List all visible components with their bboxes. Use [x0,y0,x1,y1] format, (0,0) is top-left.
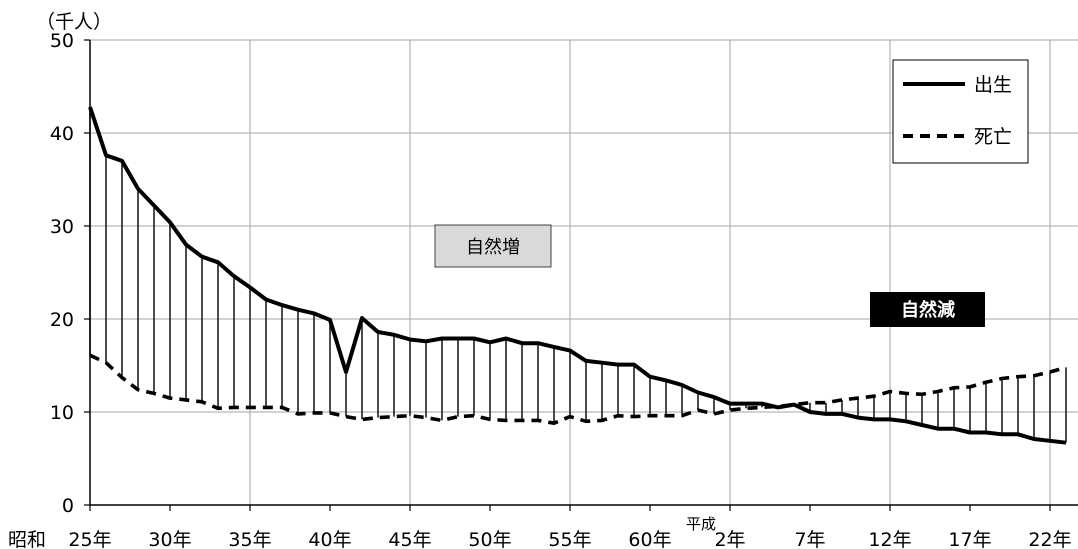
x-era-label: 昭和 [8,529,46,549]
y-tick-label: 20 [50,309,74,331]
high-low-lines [89,106,1067,443]
y-tick-label: 50 [50,30,74,52]
y-axis-unit-label: （千人） [36,11,112,33]
axes [84,39,1078,511]
series-line-deaths [89,353,1067,425]
x-tick-label: 30年 [148,529,191,549]
annotation-natural-increase-text: 自然増 [466,237,520,258]
x-tick-label: 40年 [308,529,351,549]
series-line-births [88,106,1067,445]
legend: 出生 死亡 [892,59,1029,164]
legend-label-deaths: 死亡 [974,126,1012,148]
x-tick-label: 45年 [388,529,431,549]
x-tick-label: 2年 [714,529,745,549]
y-tick-label: 40 [50,123,74,145]
tick-labels: 0 10 20 30 40 50 25年 昭和 30年 35年 40年 45年 50年 55年 60年 2年平… [8,30,1072,549]
annotation-natural-decrease-text: 自然減 [901,299,955,321]
x-tick-label: 22年 [1028,529,1071,549]
series-lines [88,106,1067,445]
x-tick-label: 25年 [68,529,111,549]
annotation-natural-decrease-box [870,292,985,327]
legend-box [892,59,1029,164]
y-tick-label: 10 [50,402,74,424]
annotation-natural-increase-box [434,224,552,268]
x-tick-label: 7年 [794,529,825,549]
annotation-natural-decrease: 自然減 [870,292,985,327]
x-tick-label: 12年 [868,529,911,549]
annotation-natural-increase: 自然増 [434,224,552,268]
x-tick-label: 55年 [548,529,591,549]
y-tick-label: 0 [62,495,74,517]
x-tick-label: 35年 [228,529,271,549]
x-tick-label: 17年 [948,529,991,549]
x-tick-label: 50年 [468,529,511,549]
x-tick-label: 60年 [628,529,671,549]
x-era-label: 平成 [686,515,716,533]
legend-label-births: 出生 [974,74,1012,96]
y-tick-label: 30 [50,216,74,238]
